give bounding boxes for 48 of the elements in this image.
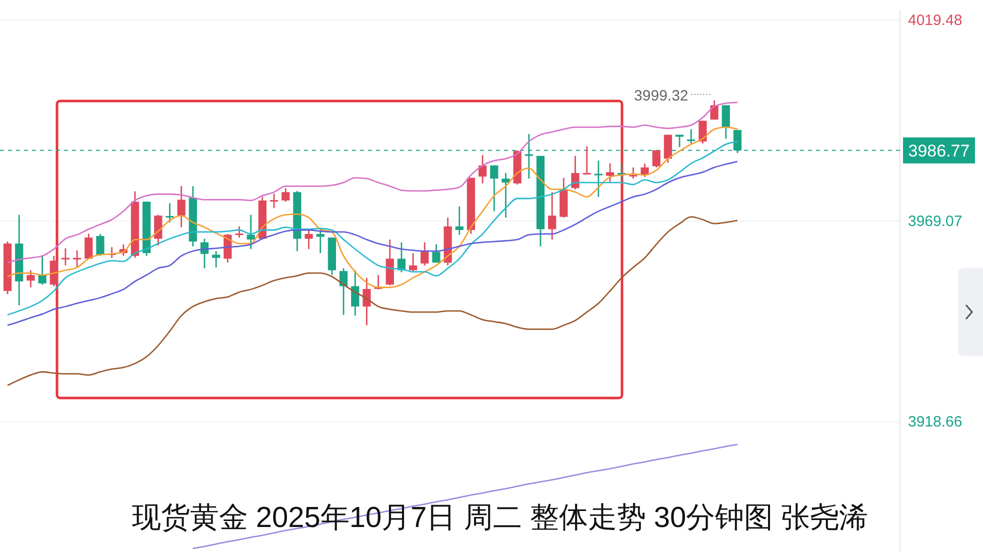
- candlestick: [652, 150, 660, 168]
- candlestick: [548, 191, 556, 240]
- candlestick: [594, 160, 602, 198]
- candlestick: [408, 252, 418, 273]
- candlestick: [84, 232, 93, 260]
- candlestick: [664, 134, 672, 164]
- y-tick-label: 4019.48: [908, 12, 962, 29]
- candlestick: [96, 233, 104, 257]
- candlestick: [50, 255, 58, 287]
- y-tick-label: 3918.66: [908, 414, 962, 431]
- line-series: [6, 160, 738, 326]
- candlestick: [675, 134, 684, 148]
- candlestick: [606, 162, 614, 182]
- candlestick: [455, 206, 464, 236]
- line-series: [6, 102, 738, 264]
- candlestick: [629, 166, 638, 180]
- candlestick: [72, 250, 82, 268]
- candlestick: [177, 185, 186, 228]
- candlestick: [212, 250, 220, 268]
- candlestick: [38, 255, 46, 286]
- annotation: 3999.32: [634, 87, 688, 104]
- ref-line-label: 3986.77: [908, 141, 970, 160]
- candlestick: [304, 228, 313, 250]
- text: 现货黄金 2025年10月7日 周二 整体走势 30分钟图 张尧浠: [132, 502, 868, 534]
- candlestick: [270, 193, 278, 209]
- candlestick: [687, 128, 696, 144]
- candlestick: [722, 104, 730, 140]
- candlestick: [502, 172, 510, 218]
- line-series: [6, 216, 738, 386]
- candlestick: [420, 242, 429, 266]
- candlestick: [640, 162, 649, 178]
- candlestick: [61, 248, 70, 266]
- y-tick-label: 3969.07: [908, 212, 962, 230]
- candlestick: [710, 100, 718, 120]
- candlestick: [582, 146, 591, 174]
- candlestick: [26, 270, 35, 288]
- candlestick: [432, 244, 440, 264]
- candlestick: [282, 187, 290, 202]
- candlestick: [571, 155, 580, 190]
- candlestick: [235, 226, 244, 238]
- candlestick: [351, 270, 360, 316]
- candlestick: [478, 154, 487, 184]
- candlestick: [362, 277, 371, 326]
- candlestick: [166, 202, 174, 224]
- candlestick: [490, 164, 498, 212]
- candlestick: [316, 228, 324, 254]
- candlestick: [246, 214, 255, 250]
- candlestick: [154, 214, 162, 246]
